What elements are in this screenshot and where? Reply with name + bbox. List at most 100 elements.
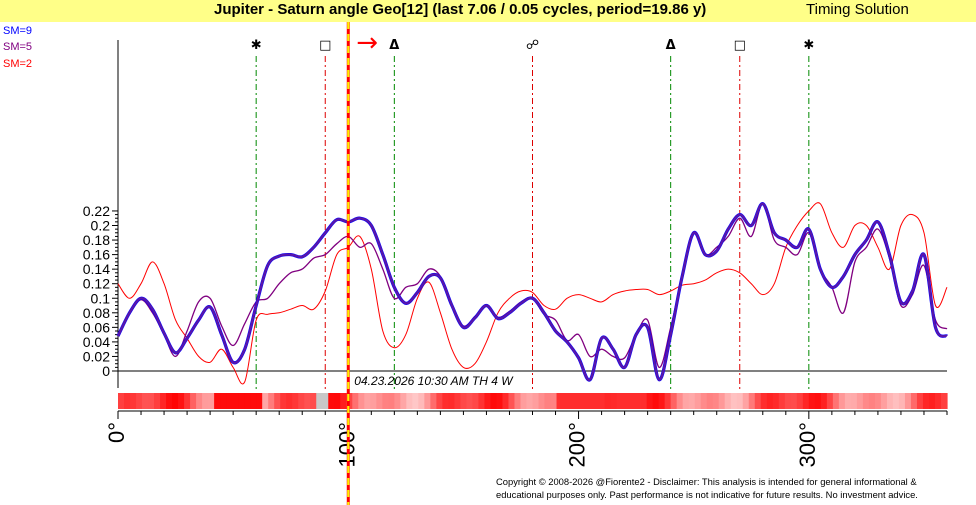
heat-cell [622, 393, 630, 409]
heat-cell [310, 393, 317, 409]
heat-cell [766, 393, 774, 409]
aspect-symbol: □ [319, 38, 331, 53]
heat-cell [916, 393, 924, 409]
aspect-symbol: □ [734, 38, 746, 53]
heat-cell [610, 393, 618, 409]
heat-cell [526, 393, 534, 409]
x-axis: 0°100°200°300° [104, 410, 948, 468]
heat-cell [322, 393, 329, 409]
y-tick-label: 0.22 [83, 203, 110, 219]
heat-cell [454, 393, 462, 409]
heat-cell [148, 393, 155, 409]
copyright-disclaimer: Copyright © 2008-2026 @Fiorente2 - Discl… [496, 475, 968, 501]
heat-cell [838, 393, 846, 409]
heat-cell [646, 393, 654, 409]
heat-cell [820, 393, 828, 409]
heat-cell [478, 393, 486, 409]
heat-cell [652, 393, 660, 409]
heat-cell [166, 393, 173, 409]
heat-cell [448, 393, 456, 409]
heat-cell [508, 393, 516, 409]
heat-cell [814, 393, 822, 409]
series-line-sm9-overlay [117, 202, 948, 382]
heat-cell [556, 393, 564, 409]
heat-cell [586, 393, 594, 409]
heat-cell [718, 393, 726, 409]
heat-cell [700, 393, 708, 409]
heat-cell [580, 393, 588, 409]
heat-cell [826, 393, 834, 409]
heat-cell [268, 393, 275, 409]
heat-cell [394, 393, 401, 409]
y-tick-label: 0.02 [83, 348, 110, 364]
heat-cell [676, 393, 684, 409]
heat-cell [616, 393, 624, 409]
heat-cell [130, 393, 137, 409]
heat-cell [736, 393, 744, 409]
heat-cell [682, 393, 690, 409]
heat-cell [868, 393, 876, 409]
heat-cell [628, 393, 636, 409]
heat-cell [136, 393, 143, 409]
x-tick-label: 300° [795, 422, 820, 468]
heat-cell [694, 393, 702, 409]
heat-cell [802, 393, 810, 409]
legend-sm2: SM=2 [3, 58, 33, 70]
heat-cell [880, 393, 888, 409]
heat-cell [670, 393, 678, 409]
heat-cell [502, 393, 510, 409]
aspect-symbol: Δ [389, 38, 399, 53]
heat-cell [856, 393, 864, 409]
heat-cell [370, 393, 377, 409]
heat-cell [340, 393, 347, 409]
aspect-symbol: ☍ [526, 38, 539, 53]
heat-cell [484, 393, 492, 409]
heat-cell [922, 393, 930, 409]
heat-cell [118, 393, 125, 409]
heat-cell [934, 393, 942, 409]
heat-cell [160, 393, 167, 409]
heat-cell [202, 393, 209, 409]
heat-cell [532, 393, 540, 409]
heat-cell [910, 393, 918, 409]
heat-cell [898, 393, 906, 409]
heat-cell [604, 393, 612, 409]
heat-cell [496, 393, 504, 409]
heat-cell [406, 393, 413, 409]
heat-cell [460, 393, 468, 409]
heat-cell [892, 393, 900, 409]
y-axis: 00.020.040.060.080.10.120.140.160.180.20… [83, 40, 947, 388]
heat-cell [316, 393, 323, 409]
heat-cell [334, 393, 341, 409]
heat-cell [538, 393, 546, 409]
heat-cell [142, 393, 149, 409]
heat-cell [862, 393, 870, 409]
heat-cell [424, 393, 431, 409]
heat-cell [784, 393, 792, 409]
y-tick-label: 0.04 [83, 334, 110, 350]
y-tick-label: 0 [102, 363, 110, 379]
heat-cell [286, 393, 293, 409]
legend-sm9: SM=9 [3, 25, 33, 37]
chart-title: Jupiter - Saturn angle Geo[12] (last 7.0… [214, 1, 707, 18]
current-position-marker: → 04.23.2026 10:30 AM TH 4 W [346, 22, 514, 505]
heat-cell [574, 393, 582, 409]
heat-cell [250, 393, 257, 409]
heat-cell [886, 393, 894, 409]
heat-cell [592, 393, 600, 409]
heat-cell [850, 393, 858, 409]
y-tick-label: 0.14 [83, 261, 110, 277]
current-date-label: 04.23.2026 10:30 AM TH 4 W [354, 374, 514, 388]
heat-cell [520, 393, 528, 409]
heat-strip [118, 393, 948, 409]
heat-cell [154, 393, 161, 409]
heat-cell [748, 393, 756, 409]
heat-cell [412, 393, 419, 409]
heat-cell [358, 393, 365, 409]
heat-cell [562, 393, 570, 409]
heat-cell [208, 393, 215, 409]
heat-cell [790, 393, 798, 409]
heat-cell [472, 393, 480, 409]
heat-cell [214, 393, 221, 409]
y-tick-label: 0.18 [83, 232, 110, 248]
